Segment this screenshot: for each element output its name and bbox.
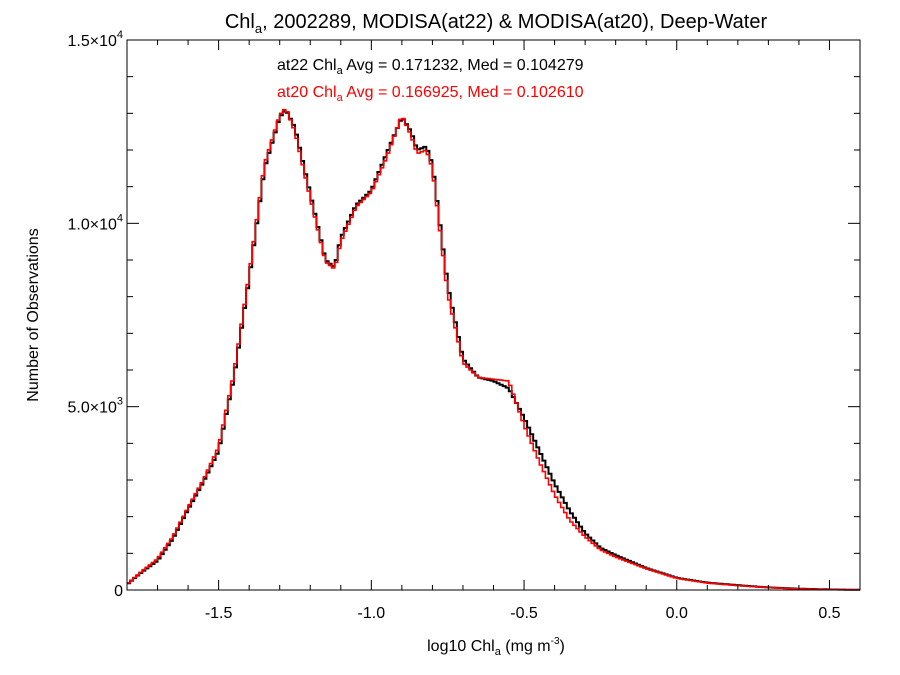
tick-layer: -1.5 -1.0 -0.5 0.0 0.5 0 5.0×103 1.0×104 1.5×104 <box>67 29 861 622</box>
x-tick-label: -1.0 <box>358 605 386 622</box>
annotation-at22: at22 Chla Avg = 0.171232, Med = 0.104279 <box>277 57 584 77</box>
x-tick-label: -1.5 <box>205 605 233 622</box>
plot-frame <box>126 39 861 591</box>
series-layer <box>127 108 860 591</box>
chart-title-main: Chl <box>225 11 255 33</box>
x-tick-label: -0.5 <box>510 605 538 622</box>
y-tick-label: 1.0×104 <box>67 212 123 233</box>
y-tick-label: 1.5×104 <box>67 29 123 50</box>
y-axis-label: Number of Observations <box>25 228 42 401</box>
chart-title: Chla, 2002289, MODISA(at22) & MODISA(at2… <box>225 11 768 36</box>
annotation-at20: at20 Chla Avg = 0.166925, Med = 0.102610 <box>277 84 584 104</box>
chart-title-rest: , 2002289, MODISA(at22) & MODISA(at20), … <box>262 11 767 33</box>
series-line-at20 <box>127 108 860 591</box>
x-axis-label: log10 Chla (mg m-3) <box>427 636 565 658</box>
y-tick-label: 0 <box>114 583 123 600</box>
chart-title-subscript: a <box>255 21 263 36</box>
x-tick-label: 0.5 <box>818 605 840 622</box>
x-tick-label: 0.0 <box>666 605 688 622</box>
y-tick-label: 5.0×103 <box>67 396 123 417</box>
